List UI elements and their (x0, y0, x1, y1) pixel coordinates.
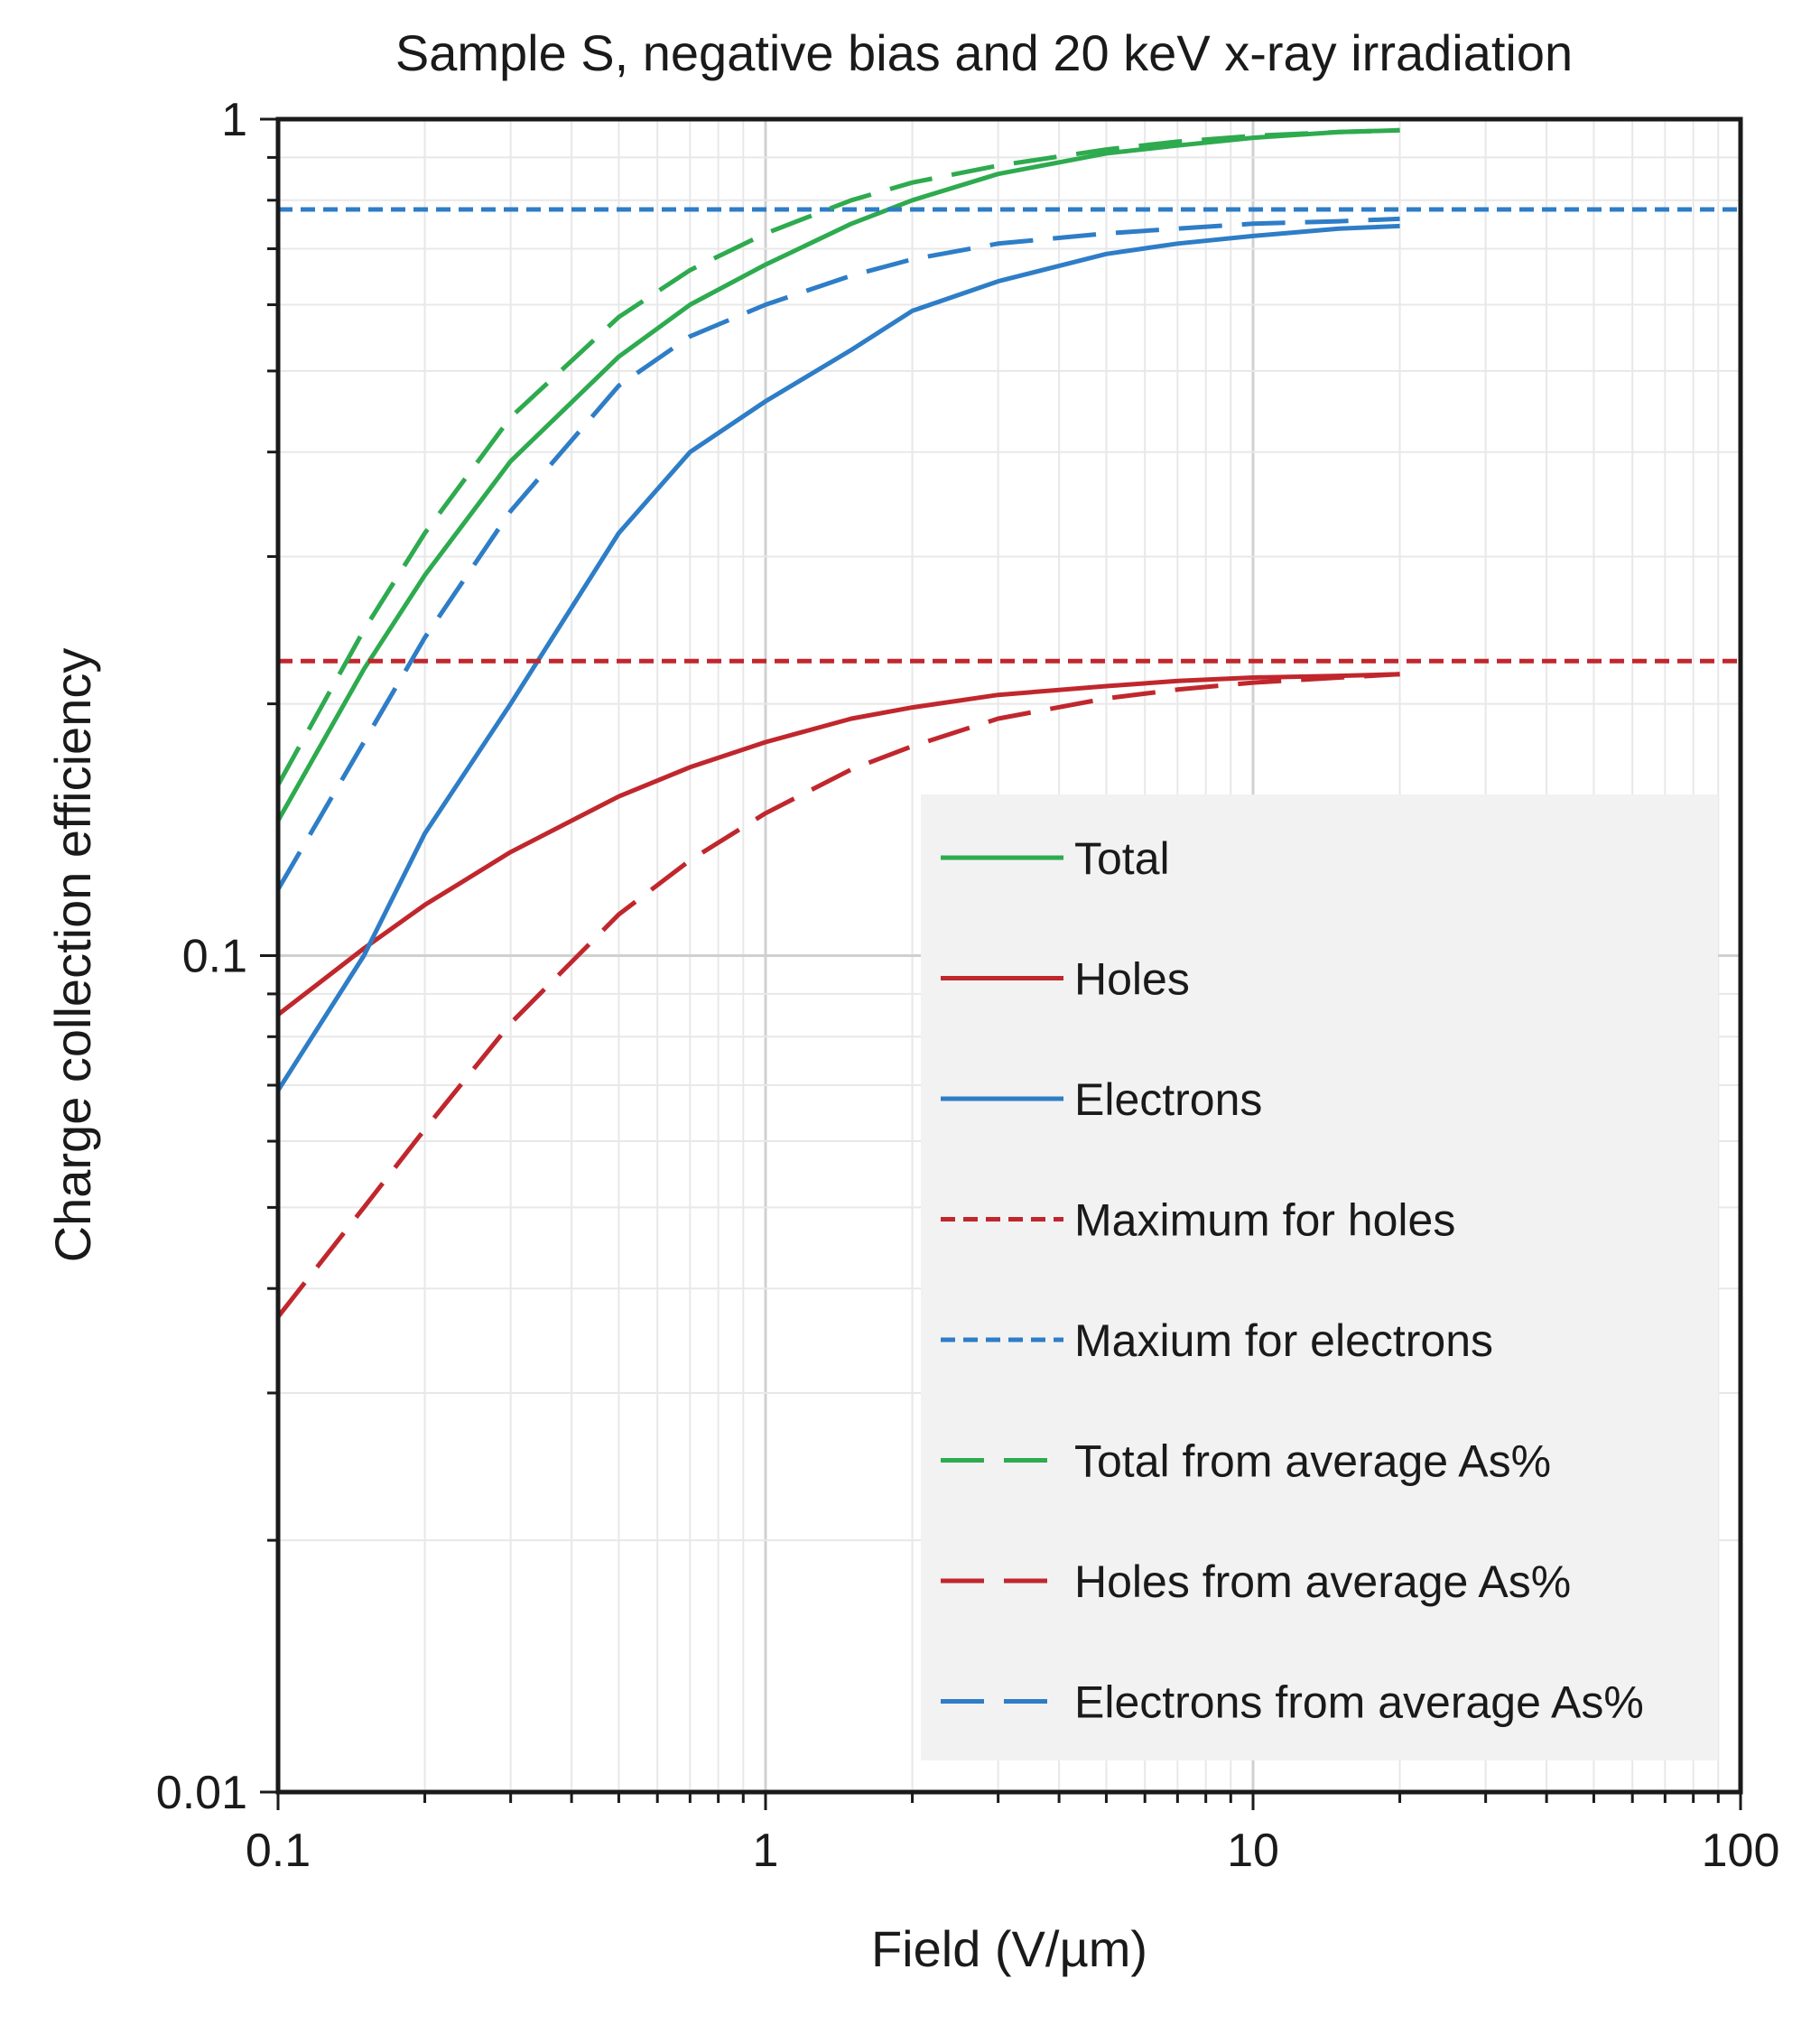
y-tick-label: 0.1 (182, 931, 247, 983)
legend-label-7: Holes from average As% (1074, 1556, 1571, 1607)
series-line-3 (275, 223, 1400, 1092)
series-line-1 (275, 127, 1400, 822)
series-line-6 (275, 127, 1400, 786)
legend-label-2: Holes (1074, 954, 1190, 1005)
legend-label-1: Total (1074, 833, 1170, 884)
y-axis-label: Charge collection efficiency (44, 648, 101, 1263)
legend-background (921, 794, 1718, 1760)
y-tick-label: 1 (221, 94, 247, 146)
y-tick-label: 0.01 (156, 1767, 247, 1819)
chart-title: Sample S, negative bias and 20 keV x-ray… (395, 24, 1573, 81)
legend: Total Holes Electrons Maximum for holes Maxi… (921, 794, 1718, 1760)
series-line-8 (275, 216, 1400, 891)
series-line-7 (276, 672, 1400, 1319)
x-tick-label: 100 (1702, 1825, 1780, 1877)
legend-label-4: Maximum for holes (1074, 1195, 1455, 1246)
series-line-2 (276, 672, 1400, 1017)
legend-label-8: Electrons from average As% (1074, 1677, 1644, 1728)
ticks: 0.1 1 10 100 0.01 0.1 1 (156, 94, 1780, 1877)
legend-items: Total Holes Electrons Maximum for holes Maxi… (941, 833, 1644, 1728)
legend-label-3: Electrons (1074, 1074, 1262, 1125)
x-tick-label: 0.1 (246, 1825, 311, 1877)
x-tick-label: 1 (753, 1825, 779, 1877)
x-tick-label: 10 (1227, 1825, 1279, 1877)
legend-label-6: Total from average As% (1074, 1436, 1551, 1487)
series-layer (275, 127, 1741, 1319)
x-axis-label: Field (V/µm) (871, 1920, 1147, 1977)
legend-label-5: Maxium for electrons (1074, 1315, 1493, 1366)
